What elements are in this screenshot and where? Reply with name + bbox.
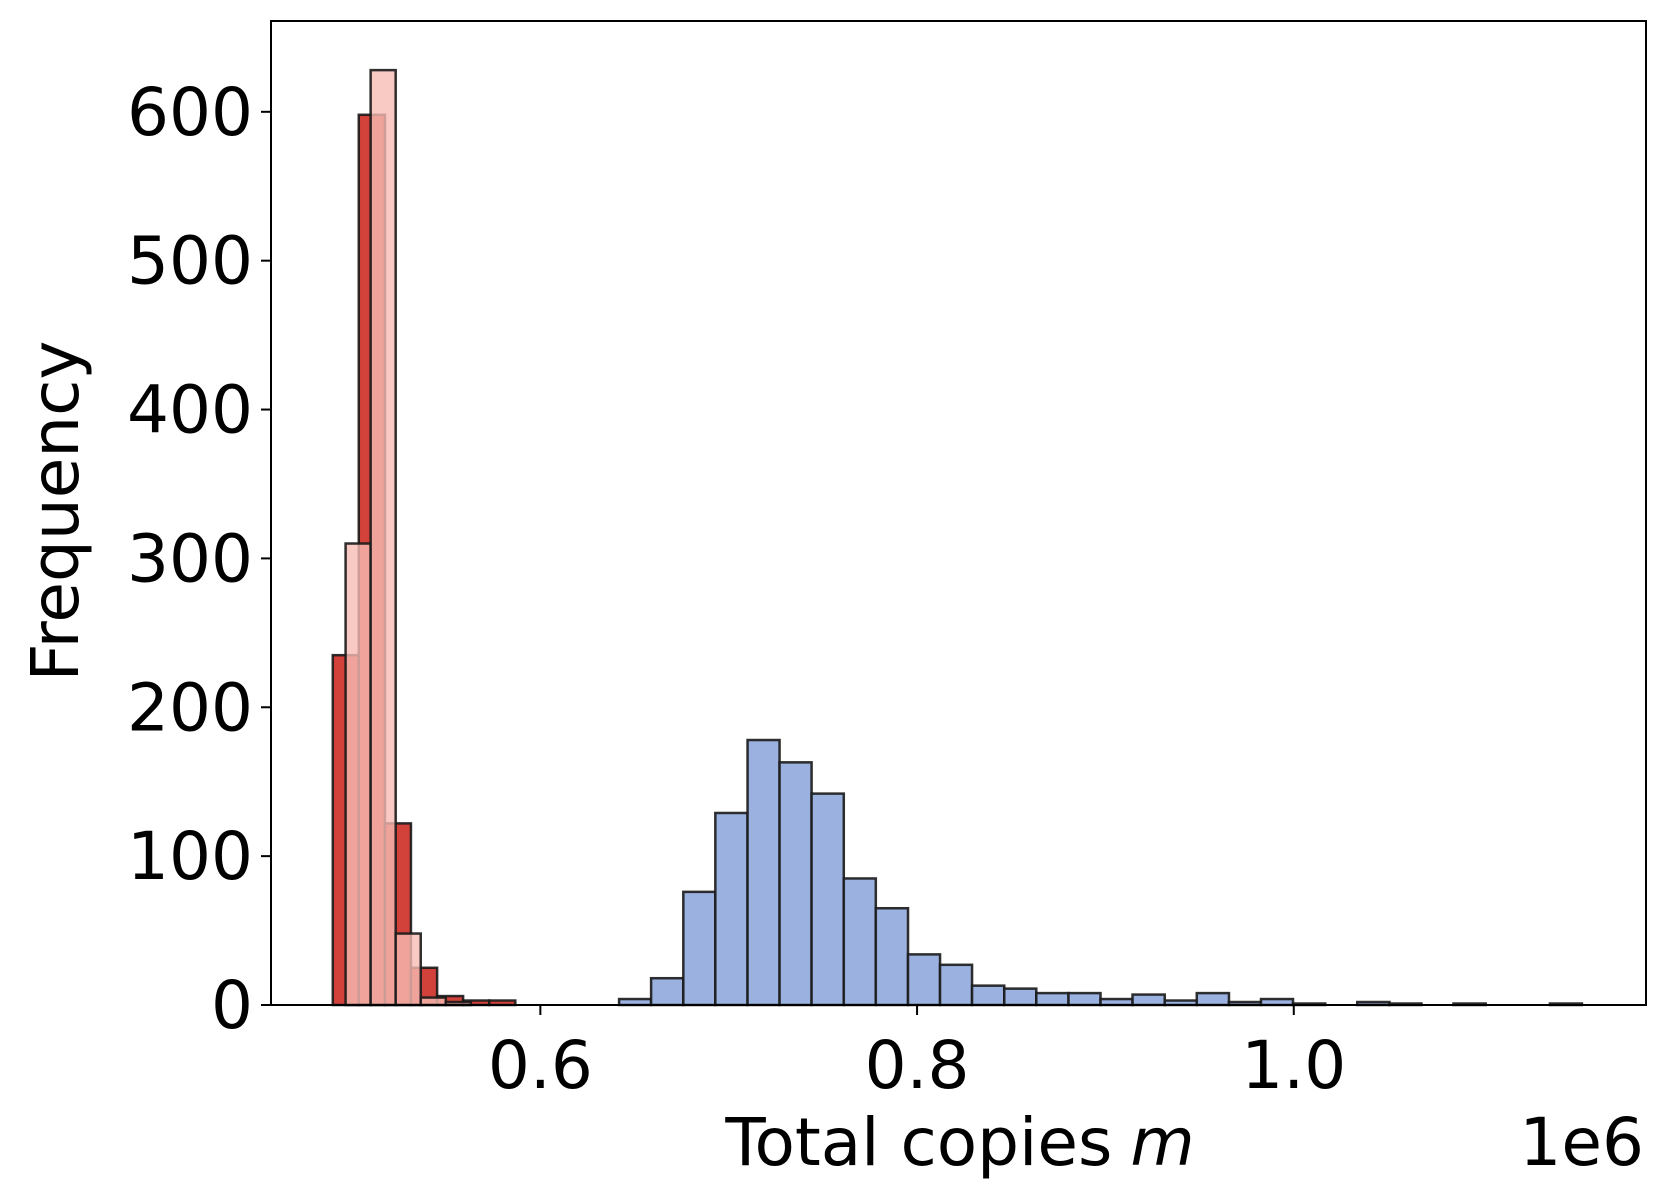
y-tick-label: 400 [127, 372, 253, 449]
histogram-bar [649, 976, 685, 1007]
histogram-bar [970, 984, 1006, 1007]
histogram-bar [1003, 987, 1038, 1007]
y-tick-label: 0 [211, 967, 253, 1044]
x-axis-label: Total copies m [724, 1104, 1194, 1181]
histogram-bar [1195, 991, 1231, 1007]
histogram-bar [369, 68, 397, 1007]
y-tick-label: 600 [127, 74, 253, 151]
histogram-bar [938, 963, 974, 1007]
y-tick-label: 500 [127, 223, 253, 300]
histogram-bar [394, 932, 422, 1007]
histogram-bar [874, 906, 910, 1007]
x-label-var: m [1130, 1104, 1194, 1181]
histogram-bar [906, 953, 942, 1007]
x-tick-label: 0.8 [865, 1027, 970, 1104]
histogram-bar [714, 811, 749, 1007]
histogram-bar [682, 890, 717, 1007]
histogram-bar [746, 738, 781, 1007]
x-label-text: Total copies [724, 1104, 1112, 1181]
y-tick-label: 200 [127, 669, 253, 746]
y-axis-label: Frequency [17, 341, 94, 682]
histogram-bar [778, 761, 813, 1007]
plot-frame [270, 20, 1647, 1006]
x-offset-label: 1e6 [1519, 1104, 1644, 1181]
histogram-bar [419, 996, 448, 1007]
histogram-bar [1067, 991, 1102, 1007]
histogram-bar [1131, 993, 1167, 1007]
x-tick-label: 0.6 [488, 1027, 593, 1104]
x-tick-label: 1.0 [1241, 1027, 1346, 1104]
histogram-bar [810, 792, 846, 1007]
histogram-bar [842, 877, 878, 1007]
histogram-bar [344, 542, 372, 1007]
histogram-bar [1035, 991, 1070, 1007]
y-tick-label: 300 [127, 520, 253, 597]
y-tick-label: 100 [127, 818, 253, 895]
